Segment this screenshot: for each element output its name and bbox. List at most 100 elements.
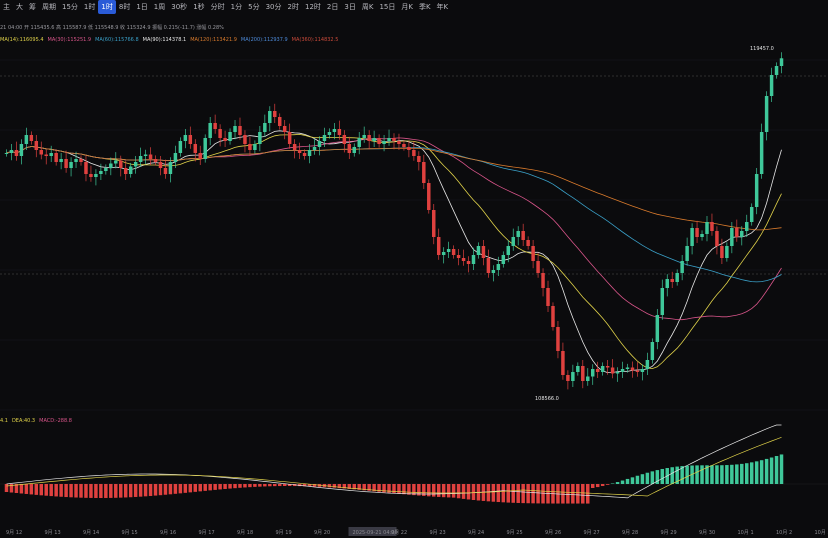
macd-bar (576, 484, 580, 504)
macd-bar (312, 484, 317, 487)
macd-bar (372, 484, 376, 492)
candle-body (228, 132, 232, 141)
macd-bar (203, 484, 207, 491)
macd-bar (531, 484, 535, 504)
macd-bar (14, 484, 19, 493)
macd-bar (496, 484, 501, 503)
timeframe-22[interactable]: 月K (401, 3, 413, 11)
x-tick-label: 10月 2 (776, 530, 792, 536)
macd-bar (168, 484, 173, 495)
ma-line (6, 146, 782, 283)
macd-bar (655, 470, 660, 484)
candle-body (4, 153, 9, 154)
macd-bar (635, 475, 640, 484)
macd-bar (422, 484, 426, 496)
macd-bar (764, 458, 769, 484)
candle-body (586, 376, 590, 381)
timeframe-8[interactable]: 1日 (136, 3, 148, 11)
candle-body (441, 252, 446, 255)
candle-body (213, 123, 217, 129)
timeframe-10[interactable]: 30秒 (171, 3, 188, 11)
timeframe-4[interactable]: 15分 (62, 3, 78, 11)
timeframe-9[interactable]: 1周 (153, 3, 166, 11)
candle-body (297, 150, 302, 153)
macd-bar (44, 484, 48, 496)
timeframe-0[interactable]: 主 (3, 3, 10, 11)
timeframe-13[interactable]: 1分 (230, 3, 243, 11)
candle-body (258, 132, 262, 144)
candle-body (581, 366, 585, 381)
macd-bar (754, 461, 759, 484)
candle-body (392, 138, 396, 141)
timeframe-5[interactable]: 1时 (83, 3, 96, 11)
macd-bar (461, 484, 466, 499)
macd-bar (307, 484, 312, 487)
candle-body (104, 168, 108, 171)
macd-bar (675, 466, 679, 484)
macd-bar (774, 456, 779, 484)
candle-body (183, 135, 188, 141)
macd-bar (645, 472, 650, 484)
candle-body (119, 160, 123, 168)
candle-body (486, 258, 491, 273)
timeframe-19[interactable]: 3日 (344, 3, 356, 11)
macd-bar (451, 484, 456, 498)
candle-body (153, 159, 158, 162)
low-price-label: 108566.0 (535, 396, 559, 402)
macd-bar (471, 484, 476, 500)
macd-bar (178, 484, 183, 494)
timeframe-15[interactable]: 30分 (265, 3, 282, 11)
candle-body (725, 246, 729, 258)
candle-body (34, 141, 39, 150)
timeframe-17[interactable]: 12时 (304, 3, 321, 11)
x-tick-label: 9月 30 (699, 530, 715, 536)
candle-body (218, 129, 222, 138)
macd-bar (526, 484, 530, 504)
timeframe-1[interactable]: 大 (16, 3, 23, 11)
dif-line (6, 424, 782, 499)
candle-body (506, 246, 511, 255)
timeframe-14[interactable]: 5分 (248, 3, 260, 11)
macd-bar (163, 484, 168, 495)
timeframe-12[interactable]: 分时 (210, 3, 225, 11)
candle-body (605, 366, 610, 368)
candle-body (670, 279, 674, 282)
timeframe-3[interactable]: 周期 (42, 3, 56, 11)
candle-body (754, 174, 759, 207)
timeframe-21[interactable]: 15日 (379, 3, 396, 11)
candle-body (715, 231, 719, 246)
macd-bar (640, 474, 645, 484)
candle-body (9, 150, 14, 153)
candle-body (774, 66, 779, 75)
macd-bar (432, 484, 436, 497)
timeframe-7[interactable]: 8时 (118, 3, 131, 11)
timeframe-24[interactable]: 年K (436, 3, 449, 11)
candle-body (109, 163, 113, 168)
candle-body (730, 228, 734, 246)
timeframe-20[interactable]: 周K (361, 3, 374, 11)
candle-body (59, 159, 63, 162)
candle-body (620, 369, 625, 372)
timeframe-16[interactable]: 2时 (287, 3, 299, 11)
macd-bar (705, 465, 709, 484)
x-tick-label: 9月 14 (83, 530, 99, 536)
macd-bar (700, 465, 704, 484)
timeframe-6[interactable]: 1时 (98, 0, 116, 14)
candle-body (163, 168, 168, 174)
macd-bar (342, 484, 347, 489)
timeframe-11[interactable]: 1秒 (193, 3, 205, 11)
candle-body (397, 141, 401, 144)
timeframe-23[interactable]: 季K (418, 3, 431, 11)
macd-bar (749, 462, 754, 484)
ma-legend-item: MA(200):112937.9 (240, 37, 288, 43)
candle-body (19, 144, 24, 156)
macd-bar (586, 484, 590, 504)
macd-bar (74, 484, 78, 498)
candle-body (238, 126, 242, 135)
timeframe-2[interactable]: 筹 (29, 3, 36, 11)
candle-body (248, 144, 252, 150)
macd-bar (39, 484, 43, 496)
timeframe-18[interactable]: 2日 (326, 3, 339, 11)
candle-body (466, 261, 471, 264)
